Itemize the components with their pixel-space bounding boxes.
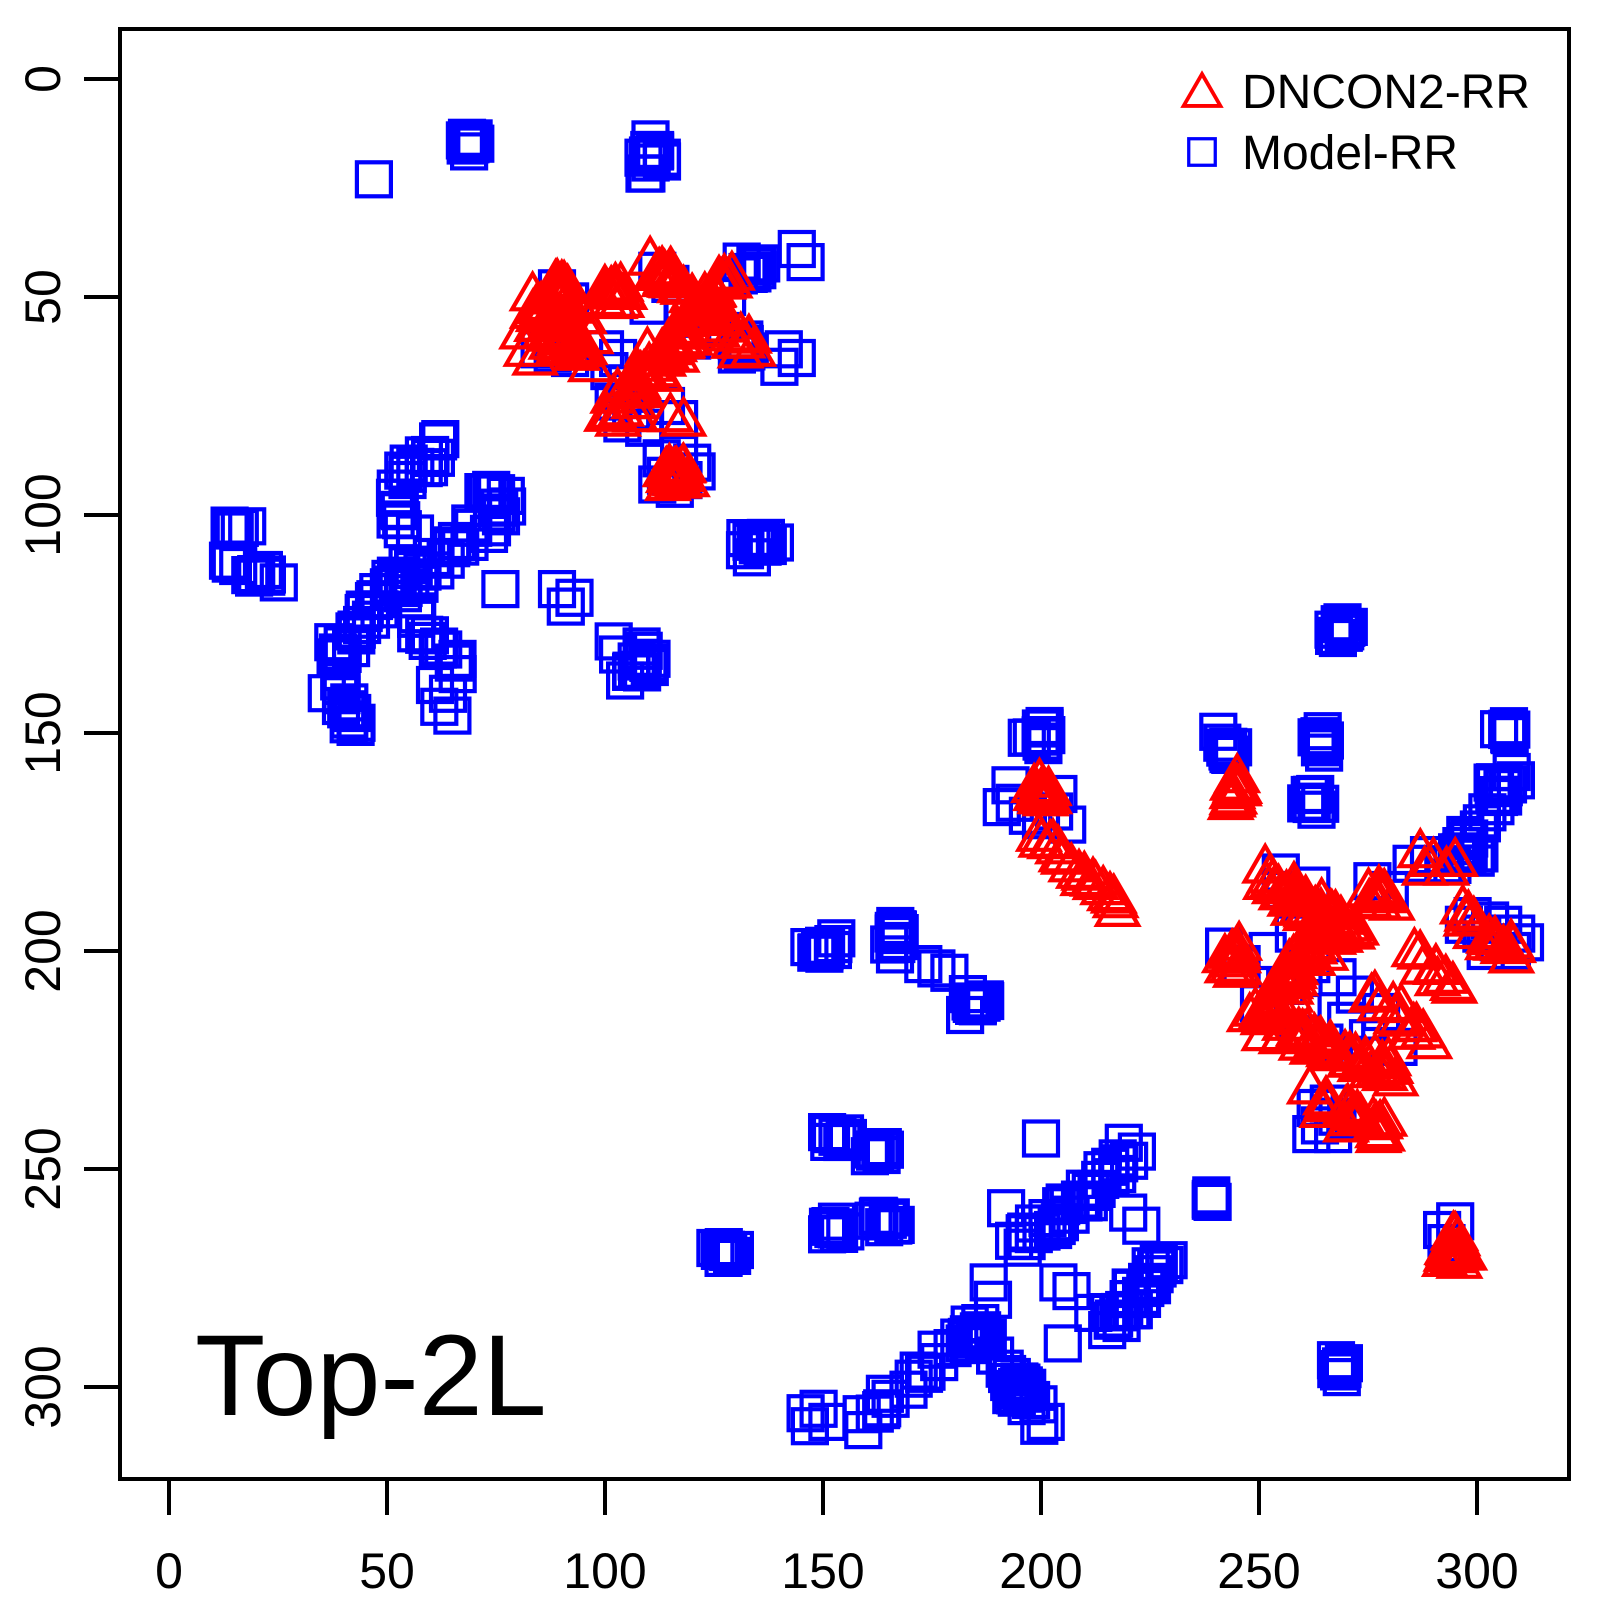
data-point-square xyxy=(780,232,814,266)
y-tick-label: 150 xyxy=(15,691,71,774)
data-point-square xyxy=(1024,1122,1058,1156)
y-tick-label: 200 xyxy=(15,909,71,992)
data-point-square xyxy=(483,572,517,606)
data-point-square xyxy=(1055,1274,1089,1308)
series-dncon2-rr-points xyxy=(502,238,1534,1277)
data-point-square xyxy=(1124,1209,1158,1243)
legend-square-icon xyxy=(1187,137,1217,167)
y-tick-label: 250 xyxy=(15,1127,71,1210)
series-model-rr-points xyxy=(211,121,1542,1447)
plot-box xyxy=(118,27,1571,1481)
x-axis: 0 50 100 150 200 250 300 xyxy=(155,1479,1519,1599)
y-tick-label: 300 xyxy=(15,1345,71,1428)
plot-label: Top-2L xyxy=(195,1312,547,1440)
x-tick-label: 150 xyxy=(781,1543,864,1599)
legend-label-dncon2: DNCON2-RR xyxy=(1242,66,1530,119)
x-tick-label: 250 xyxy=(1217,1543,1300,1599)
x-tick-label: 200 xyxy=(999,1543,1082,1599)
data-point-square xyxy=(1111,1196,1145,1230)
data-point-square xyxy=(214,547,248,581)
legend-triangle-icon xyxy=(1181,72,1223,108)
y-tick-label: 100 xyxy=(15,473,71,556)
y-axis: 0 50 100 150 200 250 300 xyxy=(15,65,120,1429)
legend: DNCON2-RR Model-RR xyxy=(1181,66,1530,180)
data-point-square xyxy=(789,245,823,279)
x-tick-label: 100 xyxy=(563,1543,646,1599)
x-tick-label: 300 xyxy=(1435,1543,1518,1599)
y-tick-label: 0 xyxy=(15,65,71,93)
x-tick-label: 50 xyxy=(359,1543,415,1599)
data-point-square xyxy=(1041,1265,1075,1299)
data-point-square xyxy=(357,162,391,196)
legend-label-model: Model-RR xyxy=(1242,127,1458,180)
x-tick-label: 0 xyxy=(155,1543,183,1599)
y-tick-label: 50 xyxy=(15,269,71,325)
